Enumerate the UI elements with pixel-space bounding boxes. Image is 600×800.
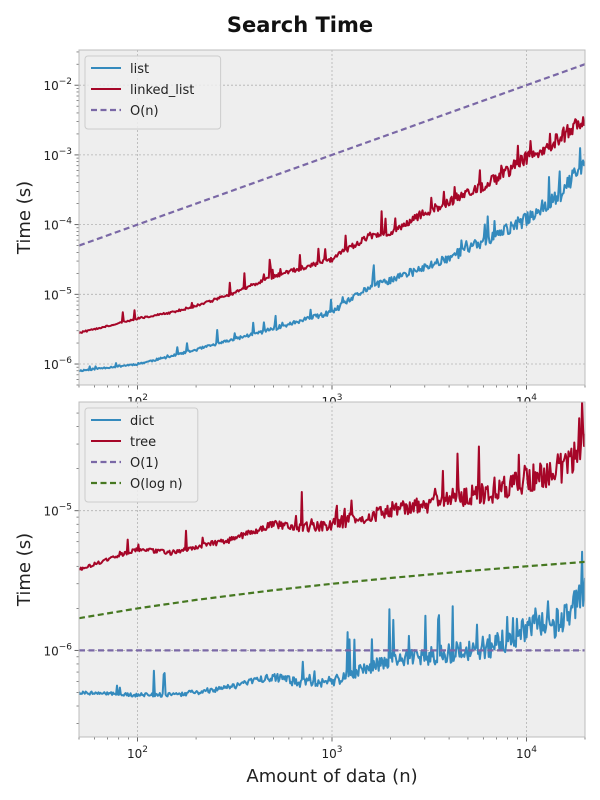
y-tick-label: 10−4 [43, 217, 72, 233]
legend-label: dict [130, 414, 154, 429]
series-line-tree [79, 402, 585, 571]
legend-label: O(1) [130, 456, 159, 471]
x-axis-label: Amount of data (n) [246, 766, 417, 787]
series-line-list [79, 147, 585, 373]
y-tick-label: 10−6 [43, 356, 72, 372]
legend-label: linked_list [130, 83, 194, 98]
x-tick-label: 103 [321, 745, 342, 761]
legend-label: tree [130, 435, 156, 450]
panel-bottom: 102 103 104 10−6 10−5 Time (s) Amount of data … [14, 401, 586, 787]
series-line-dict [79, 550, 585, 698]
legend-label: O(n) [130, 104, 159, 119]
legend-box [84, 407, 199, 503]
y-axis-label: Time (s) [14, 181, 35, 255]
y-tick-label: 10−5 [43, 286, 72, 302]
y-axis-label: Time (s) [14, 533, 35, 607]
legend-label: list [130, 62, 149, 77]
axes-frame [78, 401, 586, 738]
series-line-o-n- [79, 63, 585, 247]
y-tick-label: 10−3 [43, 147, 72, 163]
legend-box [84, 55, 222, 130]
legend: dict tree O(1) O(log n) [84, 407, 199, 503]
x-tick-label: 102 [127, 745, 148, 761]
legend: list linked_list O(n) [84, 55, 222, 130]
y-tick-label: 10−2 [43, 77, 72, 93]
series-group [79, 63, 585, 373]
figure-title: Search Time [227, 13, 373, 37]
legend-label: O(log n) [130, 477, 183, 492]
series-line-o-log-n- [79, 560, 585, 620]
y-tick-label: 10−5 [43, 503, 72, 519]
axes-frame [78, 49, 586, 386]
x-tick-label: 104 [516, 745, 537, 761]
series-group [79, 402, 585, 698]
y-tick-label: 10−6 [43, 642, 72, 658]
series-line-linked-list [79, 116, 585, 335]
